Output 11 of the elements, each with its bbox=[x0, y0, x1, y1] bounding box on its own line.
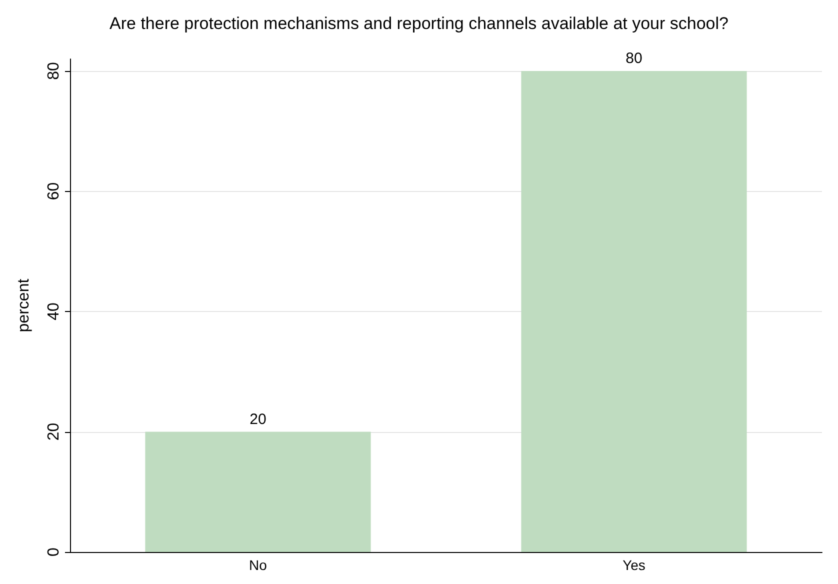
y-axis-title: percent bbox=[16, 278, 32, 332]
y-tick-label: 0 bbox=[46, 547, 62, 556]
data-label: 80 bbox=[626, 50, 642, 68]
y-tick-label: 40 bbox=[46, 302, 62, 320]
x-tick-label: Yes bbox=[622, 557, 646, 573]
y-tick-label: 60 bbox=[46, 182, 62, 200]
y-tick-label: 80 bbox=[46, 62, 62, 80]
y-tick-label: 20 bbox=[46, 422, 62, 441]
x-tick-label: No bbox=[249, 557, 268, 573]
data-label: 20 bbox=[250, 410, 266, 428]
chart-title: Are there protection mechanisms and reporting channels available at your school? bbox=[110, 14, 728, 33]
